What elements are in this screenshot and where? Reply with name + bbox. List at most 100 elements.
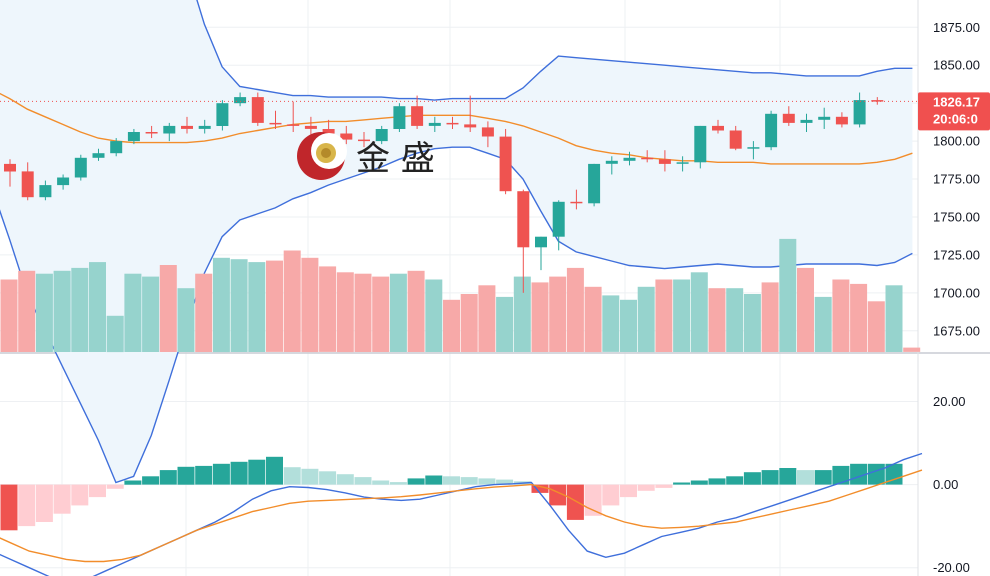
candle[interactable] [163,122,176,142]
candle[interactable] [765,110,778,151]
candle[interactable] [481,121,494,148]
price-axis-label: 1675.00 [933,323,980,338]
volume-bar [425,279,443,352]
bollinger-upper-line [196,0,913,101]
candle-body [92,153,105,158]
candle[interactable] [712,119,724,134]
candle-body [552,201,565,237]
volume-bar [230,259,248,352]
macd-histogram-bar [797,470,814,485]
macd-histogram-bar [743,472,761,485]
candle[interactable] [605,156,618,175]
macd-histogram-bar [301,468,319,485]
candle[interactable] [853,92,866,128]
macd-histogram-bar [620,484,637,498]
candle[interactable] [287,101,300,132]
candle[interactable] [269,110,282,129]
candle[interactable] [74,154,87,181]
candle[interactable] [535,236,547,271]
volume-bar [584,286,602,353]
candle[interactable] [198,119,211,134]
candle-body [428,122,441,126]
candle-body [39,185,52,198]
candle[interactable] [464,95,477,132]
volume-bar [354,273,372,352]
candle[interactable] [145,125,158,139]
macd-histogram-bar [212,463,230,485]
macd-histogram-bar [248,459,266,485]
candle[interactable] [800,113,813,132]
candle[interactable] [393,103,406,132]
candle-body [145,132,158,134]
candle-body [375,129,388,142]
candle[interactable] [92,148,105,161]
candle-body [269,122,282,125]
macd-histogram-bar [425,475,443,485]
candle[interactable] [747,141,760,160]
macd-axis-label: 0.00 [933,477,958,492]
candle[interactable] [588,163,601,207]
volume-bar [726,288,744,352]
bollinger-fill [0,0,913,483]
signal-line [0,469,923,563]
candle[interactable] [446,116,459,129]
candle[interactable] [570,189,583,210]
watermark-logo: 金 盛 [297,132,435,180]
candle-body [411,106,424,126]
candle[interactable] [871,97,884,105]
macd-histogram-bar [496,479,514,485]
candle[interactable] [517,189,530,293]
candle[interactable] [340,125,353,145]
candle-body [835,116,848,125]
candle[interactable] [216,100,229,131]
macd-histogram-bar [336,474,354,485]
volume-bar [35,273,53,352]
candle[interactable] [411,95,424,129]
macd-histogram-bar [407,478,425,485]
candle[interactable] [835,112,848,128]
last-price-value: 1826.17 [933,94,980,109]
candle[interactable] [658,150,671,172]
volume-bar [903,347,921,352]
candle[interactable] [39,180,52,201]
candle[interactable] [251,92,264,126]
candle[interactable] [127,128,140,145]
candlesticks[interactable] [4,92,884,293]
candle[interactable] [21,162,34,201]
candle[interactable] [181,116,193,134]
candle-body [588,163,601,204]
candle[interactable] [4,159,16,187]
macd-histogram-bar [354,477,372,485]
candle[interactable] [641,150,654,163]
candle[interactable] [782,106,795,126]
volume-bar [124,273,142,352]
macd-histogram-bar [372,480,390,485]
candle[interactable] [694,125,707,169]
volume-bar [673,279,691,352]
candle[interactable] [676,156,689,172]
candle[interactable] [358,132,370,148]
candle[interactable] [623,151,636,166]
macd-histogram-bar [655,484,673,488]
candle[interactable] [729,125,742,151]
macd-panel[interactable] [0,452,923,576]
candle[interactable] [110,138,123,157]
candle[interactable] [234,92,247,107]
volume-bar [602,295,620,352]
candle[interactable] [57,174,70,190]
candle-body [676,162,689,164]
candle[interactable] [375,125,388,145]
macd-histogram-bar [53,484,71,514]
candle[interactable] [499,128,512,195]
candle[interactable] [818,107,831,129]
volume-bar [212,257,230,353]
candle[interactable] [552,200,565,251]
volume-bar [106,315,124,353]
volume-bar [496,296,514,352]
candle[interactable] [428,116,441,132]
macd-histogram-bar [832,465,850,485]
candle-body [358,139,370,142]
candle-body [304,125,317,129]
macd-histogram-bar [602,484,620,506]
